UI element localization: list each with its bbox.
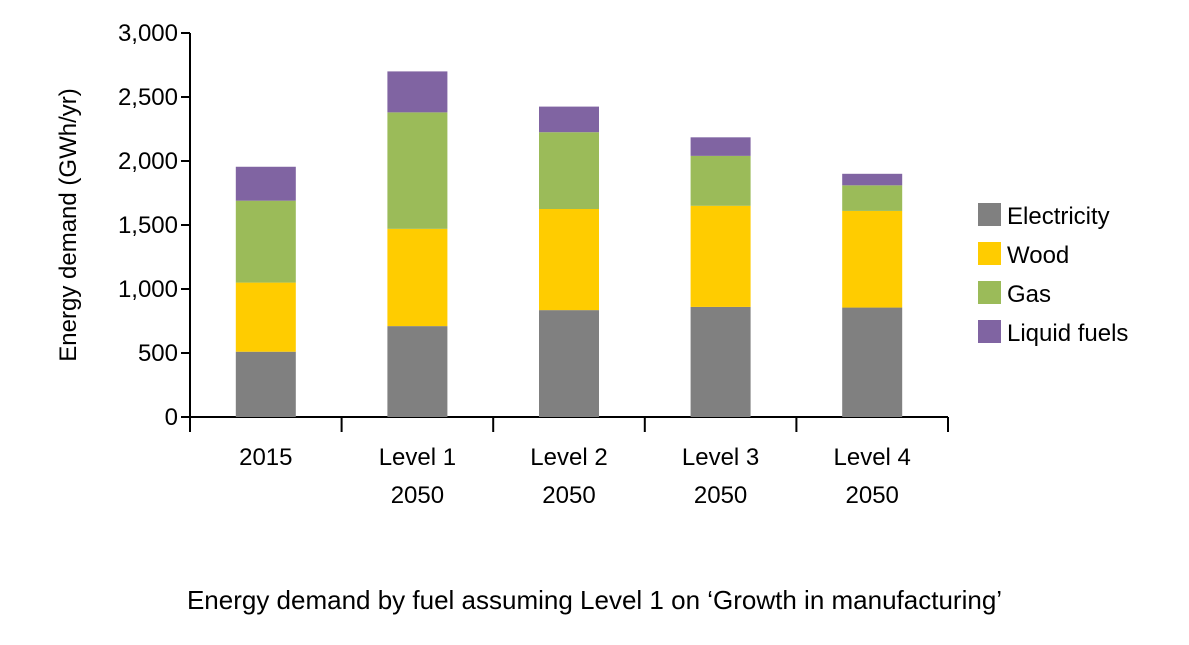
bar-segment-wood — [690, 205, 751, 307]
bar-segment-electricity — [690, 306, 751, 417]
y-tick-label: 2,500 — [118, 84, 178, 111]
y-axis: 0 500 1,000 1,500 2,000 2,500 3,000 — [118, 20, 191, 431]
bar-segment-liquid-fuels — [387, 71, 448, 113]
x-tick-label: Level 3 — [682, 444, 759, 471]
bar-segment-wood — [387, 228, 448, 327]
bar-segment-liquid-fuels — [539, 106, 599, 133]
legend-label-wood: Wood — [1007, 242, 1069, 269]
bar-segment-electricity — [235, 351, 296, 417]
bar-segment-wood — [539, 209, 599, 311]
bar-segment-electricity — [842, 307, 903, 417]
y-tick-label: 0 — [165, 404, 178, 431]
stacked-bar-chart: Energy demand (GWh/yr) 0 500 1,000 1,500 2,0… — [55, 20, 1128, 509]
x-tick-label: 2050 — [694, 482, 747, 509]
x-axis: 2015 Level 1 2050 Level 2 2050 Level 3 2050 Lev… — [189, 416, 949, 509]
legend-label-liquid-fuels: Liquid fuels — [1007, 320, 1128, 347]
bar-segment-liquid-fuels — [690, 137, 751, 156]
bar-segment-wood — [842, 210, 903, 308]
bar-segment-gas — [842, 185, 903, 211]
bar-segment-wood — [235, 282, 296, 352]
bar-segment-gas — [539, 132, 599, 209]
legend-swatch-electricity — [978, 203, 1001, 226]
bars — [235, 71, 903, 417]
x-tick-label: Level 4 — [834, 444, 911, 471]
legend-label-electricity: Electricity — [1007, 203, 1110, 230]
x-tick-label: 2050 — [542, 482, 595, 509]
bar-segment-gas — [387, 112, 448, 229]
legend-label-gas: Gas — [1007, 281, 1051, 308]
bar-segment-gas — [690, 155, 751, 206]
bar-segment-electricity — [387, 326, 448, 417]
y-tick-label: 1,000 — [118, 276, 178, 303]
x-tick-label: 2015 — [239, 444, 292, 471]
x-tick-label: 2050 — [846, 482, 899, 509]
bar-segment-liquid-fuels — [235, 166, 296, 201]
y-tick-label: 500 — [138, 340, 178, 367]
y-tick-label: 1,500 — [118, 212, 178, 239]
x-tick-label: Level 2 — [530, 444, 607, 471]
legend: Electricity Wood Gas Liquid fuels — [978, 203, 1128, 347]
y-axis-title: Energy demand (GWh/yr) — [55, 88, 82, 361]
bar-segment-gas — [235, 200, 296, 283]
y-axis-title-group: Energy demand (GWh/yr) — [55, 88, 82, 361]
legend-swatch-liquid-fuels — [978, 320, 1001, 343]
bar-segment-electricity — [539, 310, 599, 417]
x-tick-label: Level 1 — [379, 444, 456, 471]
legend-swatch-gas — [978, 281, 1001, 304]
y-tick-label: 2,000 — [118, 148, 178, 175]
y-tick-label: 3,000 — [118, 20, 178, 47]
bar-segment-liquid-fuels — [842, 173, 903, 186]
chart-caption: Energy demand by fuel assuming Level 1 o… — [186, 585, 1003, 615]
legend-swatch-wood — [978, 242, 1001, 265]
x-tick-label: 2050 — [391, 482, 444, 509]
